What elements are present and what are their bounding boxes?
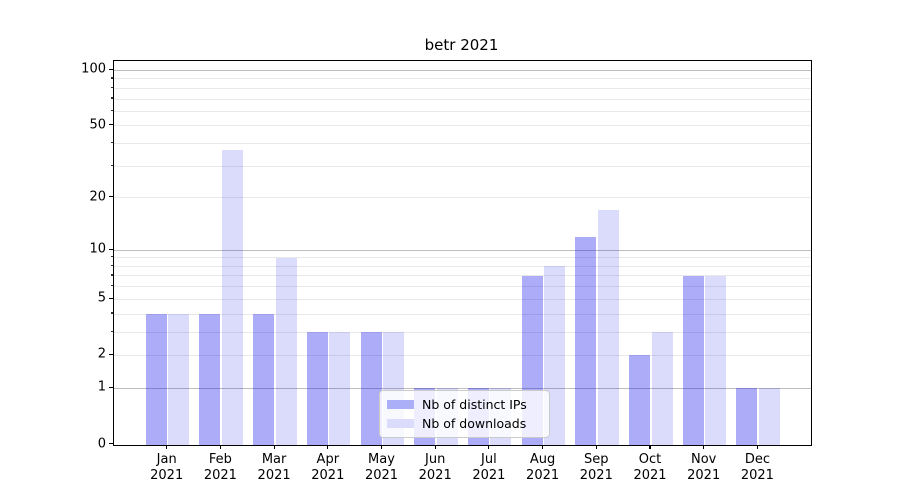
- y-tick-mark-1: [109, 386, 113, 388]
- gridline-2: [114, 354, 811, 356]
- y-tick-label-10: 10: [89, 241, 106, 257]
- bar-distinct-ips-mar: [253, 314, 275, 445]
- x-tick-label-mar: Mar 2021: [257, 452, 291, 483]
- x-tick-label-jun: Jun 2021: [418, 452, 452, 483]
- x-tick-mark-sep: [595, 444, 597, 449]
- gridline-1: [114, 387, 811, 389]
- y-minor-tick-mark-3: [110, 330, 113, 332]
- gridline-4: [114, 313, 811, 315]
- y-minor-tick-mark-8: [110, 264, 113, 267]
- bar-distinct-ips-jan: [145, 314, 167, 445]
- x-tick-mark-aug: [542, 444, 544, 449]
- y-tick-mark-50: [109, 124, 113, 126]
- bar-distinct-ips-sep: [575, 236, 597, 445]
- x-tick-label-oct: Oct 2021: [633, 452, 667, 483]
- x-tick-label-dec: Dec 2021: [740, 452, 774, 483]
- y-minor-tick-mark-30: [110, 164, 113, 166]
- y-minor-tick-mark-7: [110, 274, 113, 276]
- y-minor-tick-mark-70: [110, 97, 113, 99]
- x-tick-mark-jul: [488, 444, 490, 449]
- plot-area: Nb of distinct IPs Nb of downloads: [113, 60, 812, 446]
- bar-downloads-nov: [705, 275, 727, 445]
- gridline-80: [114, 87, 811, 89]
- x-tick-mark-nov: [703, 444, 705, 449]
- bar-distinct-ips-apr: [306, 332, 328, 445]
- gridline-50: [114, 125, 811, 127]
- legend-item-downloads: Nb of downloads: [387, 416, 541, 431]
- gridline-20: [114, 197, 811, 199]
- gridline-40: [114, 143, 811, 145]
- gridline-90: [114, 78, 811, 80]
- legend-label-distinct-ips: Nb of distinct IPs: [422, 397, 527, 412]
- y-minor-tick-mark-90: [110, 77, 113, 79]
- bar-distinct-ips-feb: [199, 314, 221, 445]
- x-tick-mark-apr: [327, 444, 329, 449]
- y-tick-label-1: 1: [97, 379, 106, 395]
- bar-downloads-oct: [651, 332, 673, 445]
- y-tick-mark-20: [109, 196, 113, 198]
- y-tick-label-2: 2: [97, 346, 106, 362]
- x-tick-label-jan: Jan 2021: [150, 452, 184, 483]
- legend-item-distinct-ips: Nb of distinct IPs: [387, 397, 541, 412]
- y-minor-tick-mark-4: [110, 312, 113, 314]
- bar-distinct-ips-nov: [682, 275, 704, 445]
- x-tick-label-feb: Feb 2021: [203, 452, 237, 483]
- gridline-6: [114, 286, 811, 288]
- bar-downloads-jan: [168, 314, 190, 445]
- x-tick-mark-mar: [273, 444, 275, 449]
- y-tick-mark-2: [109, 353, 113, 356]
- legend: Nb of distinct IPs Nb of downloads: [379, 390, 550, 438]
- bar-distinct-ips-oct: [629, 355, 650, 445]
- bar-downloads-feb: [221, 149, 243, 445]
- x-tick-mark-dec: [756, 444, 758, 449]
- y-minor-tick-mark-9: [110, 256, 113, 258]
- gridline-30: [114, 165, 811, 167]
- x-tick-mark-oct: [649, 444, 651, 449]
- bar-downloads-apr: [329, 332, 351, 445]
- y-tick-mark-5: [109, 297, 113, 299]
- gridline-10: [114, 249, 811, 251]
- x-tick-mark-jan: [166, 444, 168, 449]
- chart-title: betr 2021: [424, 36, 499, 54]
- x-tick-label-nov: Nov 2021: [687, 452, 721, 483]
- gridline-8: [114, 265, 811, 267]
- gridline-60: [114, 110, 811, 112]
- bar-downloads-sep: [597, 210, 619, 445]
- x-tick-mark-feb: [219, 444, 221, 449]
- gridline-70: [114, 98, 811, 100]
- y-tick-label-20: 20: [89, 189, 106, 205]
- x-tick-label-aug: Aug 2021: [526, 452, 560, 483]
- gridline-3: [114, 331, 811, 333]
- legend-swatch-distinct-ips: [387, 399, 414, 410]
- bar-downloads-dec: [758, 388, 780, 445]
- y-tick-mark-0: [109, 442, 113, 445]
- y-minor-tick-mark-40: [110, 141, 113, 144]
- y-tick-mark-100: [109, 68, 113, 71]
- x-tick-label-may: May 2021: [364, 452, 399, 483]
- bar-distinct-ips-dec: [736, 388, 758, 445]
- x-tick-label-sep: Sep 2021: [579, 452, 613, 483]
- y-tick-label-5: 5: [97, 290, 106, 306]
- bar-distinct-ips-may: [360, 332, 382, 445]
- bar-downloads-mar: [275, 257, 297, 445]
- y-tick-mark-10: [109, 248, 113, 250]
- y-minor-tick-mark-6: [110, 285, 113, 287]
- x-tick-mark-jun: [434, 444, 436, 449]
- gridline-9: [114, 257, 811, 259]
- y-tick-label-50: 50: [89, 117, 106, 133]
- gridline-7: [114, 275, 811, 277]
- y-minor-tick-mark-60: [110, 109, 113, 111]
- gridline-5: [114, 298, 811, 300]
- x-tick-label-apr: Apr 2021: [311, 452, 345, 483]
- y-tick-label-100: 100: [81, 61, 106, 77]
- legend-swatch-downloads: [387, 418, 414, 429]
- y-minor-tick-mark-80: [110, 86, 113, 88]
- gridline-100: [114, 69, 811, 71]
- x-tick-mark-may: [380, 444, 383, 449]
- y-tick-label-0: 0: [97, 436, 106, 451]
- x-tick-label-jul: Jul 2021: [472, 452, 506, 483]
- legend-label-downloads: Nb of downloads: [422, 416, 527, 431]
